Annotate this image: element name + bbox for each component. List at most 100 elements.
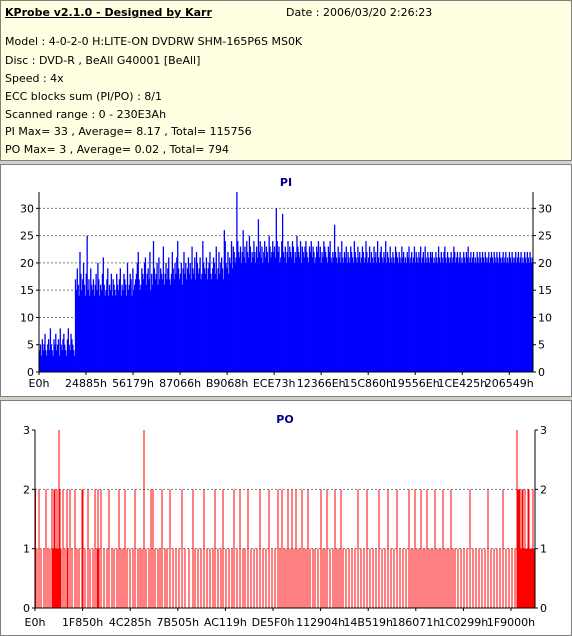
po-xtick-label: 112904h [296,616,345,629]
pi-bar [378,262,381,372]
pi-bar [245,262,247,372]
po-xtick-label: 14B519h [343,616,393,629]
po-xtick-label: DE5F0h [252,616,295,629]
pi-bar [61,350,63,372]
pi-bar [59,328,61,372]
pi-bar [479,252,481,372]
pi-bar [485,257,487,372]
pi-bar [493,252,495,372]
pi-bar [40,355,43,372]
pi-xtick-label: 24885h [65,377,107,390]
pi-bar [235,257,237,372]
po-ytick-label-right: 2 [540,483,547,496]
pi-bar [297,246,299,372]
pi-bar [230,241,233,372]
pi-bar [526,252,529,372]
pi-bar [90,268,92,372]
pi-bar [318,257,321,372]
pi-bar [168,257,170,372]
pi-bar [321,252,323,372]
pi-bar [41,339,43,372]
pi-bar [153,268,156,372]
pi-bar [284,246,286,372]
pi-ytick-label-left: 10 [20,311,34,324]
pi-bar [492,262,494,372]
pi-ytick-label-right: 10 [538,311,552,324]
pi-bar [470,252,472,372]
pi-bar [288,257,290,372]
pi-bar [472,257,474,372]
pi-bar [474,257,477,372]
pi-bar [177,241,179,372]
pi-bar [125,284,127,372]
pi-bar [189,262,191,372]
pi-bar [237,241,239,372]
pi-bar [413,246,416,372]
pi-bar [325,257,328,372]
pi-bar [360,257,363,372]
pi-bar [47,344,49,372]
pi-bar [211,279,213,372]
pi-bar [203,262,205,372]
pi-bar [148,279,150,372]
pi-bar [252,257,254,372]
pi-bar [126,262,129,372]
pi-bar [95,273,97,372]
pi-bar [380,246,382,372]
pi-bar [531,262,533,372]
pi-bar [183,252,185,372]
pi-ytick-label-left: 15 [20,284,34,297]
pi-bar [326,262,329,372]
pi-bar [339,252,341,372]
pi-bar [522,257,524,372]
pi-bar [385,241,387,372]
pi-bar [164,273,166,372]
pi-bar [290,257,293,372]
pi-bar [458,257,460,372]
pi-bar [186,268,189,372]
pi-bar [250,262,252,372]
pi-bar [384,257,386,372]
pi-bar [160,273,163,372]
pi-bar [309,252,312,372]
pi-bar [221,268,224,372]
pi-bar [349,262,351,372]
pi-bar [433,257,435,372]
pi-bar [159,279,161,372]
pi-bar [513,262,515,372]
pi-bar [498,262,500,372]
pi-bar [490,252,493,372]
pi-bar [330,257,332,372]
pi-bar [497,257,499,372]
pi-bar [87,290,89,372]
pi-bar [232,246,234,372]
pi-bar [133,290,135,372]
pi-bar [464,262,467,372]
pi-bar [188,273,191,372]
pi-xtick-label: ECE73h [253,377,296,390]
pi-bar [369,262,372,372]
pi-bar [425,257,427,372]
pi-bar [411,262,414,372]
pi-bar [127,290,130,372]
pi-chart-title: PI [280,176,292,189]
pi-ytick-label-right: 30 [538,202,552,215]
pi-bar [229,257,231,372]
pi-bar [299,257,301,372]
pi-bar [143,262,146,372]
pi-bar [507,262,510,372]
pi-bar [48,350,51,372]
pi-bar [146,273,148,372]
pi-xtick-label: 206549h [485,377,534,390]
pi-bar [529,252,531,372]
pi-bar [468,262,470,372]
pi-bar [53,339,55,372]
pi-bar [347,252,349,372]
pi-bar [208,262,210,372]
pi-bar [376,262,378,372]
pi-bar [280,257,282,372]
pi-bar [368,246,371,372]
pi-bar [382,262,384,372]
pi-bar [123,273,125,372]
pi-bar [131,295,133,372]
